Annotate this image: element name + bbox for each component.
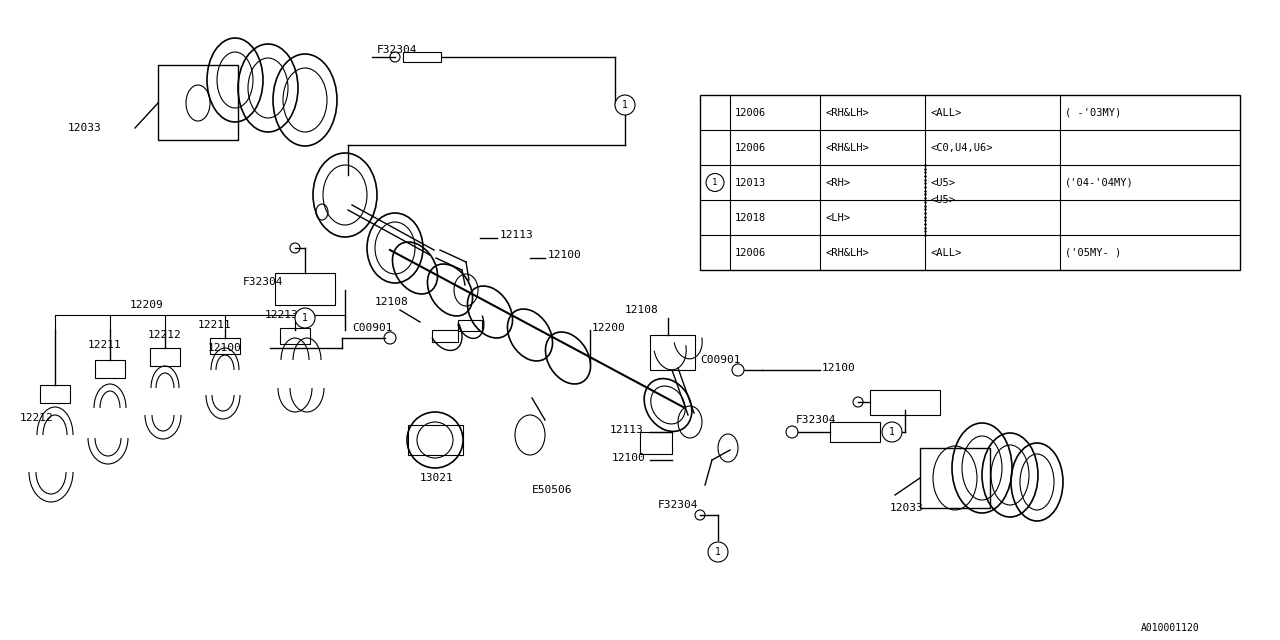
Text: ('05MY- ): ('05MY- ) bbox=[1065, 248, 1121, 257]
Bar bbox=[40, 385, 70, 403]
Bar bbox=[700, 95, 1240, 270]
Text: 12113: 12113 bbox=[500, 230, 534, 240]
Bar bbox=[150, 348, 180, 366]
Bar bbox=[650, 335, 695, 370]
Text: <C0,U4,U6>: <C0,U4,U6> bbox=[931, 143, 992, 152]
Bar bbox=[408, 425, 463, 455]
Text: 1: 1 bbox=[890, 427, 895, 437]
Text: E50506: E50506 bbox=[532, 485, 572, 495]
Text: ('04-'04MY): ('04-'04MY) bbox=[1065, 177, 1134, 188]
Text: 12100: 12100 bbox=[209, 343, 242, 353]
Text: <ALL>: <ALL> bbox=[931, 108, 961, 118]
Bar bbox=[210, 338, 241, 354]
Bar bbox=[433, 330, 458, 342]
Text: 13021: 13021 bbox=[420, 473, 453, 483]
Text: F32304: F32304 bbox=[658, 500, 699, 510]
Text: 12108: 12108 bbox=[375, 297, 408, 307]
Text: 1: 1 bbox=[712, 178, 718, 187]
Text: F32304: F32304 bbox=[378, 45, 417, 55]
Text: 1: 1 bbox=[716, 547, 721, 557]
Text: F32304: F32304 bbox=[796, 415, 837, 425]
Text: 12211: 12211 bbox=[88, 340, 122, 350]
Text: 12100: 12100 bbox=[822, 363, 856, 373]
Text: 12006: 12006 bbox=[735, 108, 767, 118]
Text: A010001120: A010001120 bbox=[1142, 623, 1201, 633]
Text: 12108: 12108 bbox=[625, 305, 659, 315]
Bar bbox=[95, 360, 125, 378]
Text: 12100: 12100 bbox=[548, 250, 581, 260]
Bar bbox=[275, 273, 335, 305]
Text: <U5>: <U5> bbox=[931, 195, 955, 205]
Bar bbox=[157, 65, 238, 140]
Text: 12200: 12200 bbox=[593, 323, 626, 333]
Text: 12213: 12213 bbox=[265, 310, 298, 320]
Bar bbox=[280, 328, 310, 344]
Bar bbox=[458, 320, 483, 331]
Text: <ALL>: <ALL> bbox=[931, 248, 961, 257]
Bar bbox=[920, 448, 989, 508]
Text: <LH>: <LH> bbox=[826, 212, 850, 223]
Bar bbox=[403, 52, 442, 62]
Text: 12212: 12212 bbox=[20, 413, 54, 423]
Text: 12100: 12100 bbox=[612, 453, 645, 463]
Text: <RH&LH>: <RH&LH> bbox=[826, 108, 869, 118]
Text: C00901: C00901 bbox=[352, 323, 393, 333]
Text: 12033: 12033 bbox=[68, 123, 101, 133]
Text: 1: 1 bbox=[302, 313, 308, 323]
Text: F32304: F32304 bbox=[243, 277, 283, 287]
Text: 12113: 12113 bbox=[611, 425, 644, 435]
Text: 12006: 12006 bbox=[735, 143, 767, 152]
Text: <RH&LH>: <RH&LH> bbox=[826, 143, 869, 152]
Text: 1: 1 bbox=[622, 100, 628, 110]
Text: 12006: 12006 bbox=[735, 248, 767, 257]
Text: 12212: 12212 bbox=[148, 330, 182, 340]
Text: <U5>: <U5> bbox=[931, 177, 955, 188]
Circle shape bbox=[294, 308, 315, 328]
Text: 12013: 12013 bbox=[735, 177, 767, 188]
Text: 12018: 12018 bbox=[735, 212, 767, 223]
Circle shape bbox=[882, 422, 902, 442]
Bar bbox=[829, 422, 881, 442]
Bar bbox=[870, 390, 940, 415]
Text: ( -'03MY): ( -'03MY) bbox=[1065, 108, 1121, 118]
Text: 12033: 12033 bbox=[890, 503, 924, 513]
Circle shape bbox=[708, 542, 728, 562]
Text: 12209: 12209 bbox=[131, 300, 164, 310]
Circle shape bbox=[707, 173, 724, 191]
Bar bbox=[640, 432, 672, 454]
Text: C00901: C00901 bbox=[700, 355, 741, 365]
Text: 12211: 12211 bbox=[198, 320, 232, 330]
Text: <RH>: <RH> bbox=[826, 177, 850, 188]
Circle shape bbox=[614, 95, 635, 115]
Text: <RH&LH>: <RH&LH> bbox=[826, 248, 869, 257]
